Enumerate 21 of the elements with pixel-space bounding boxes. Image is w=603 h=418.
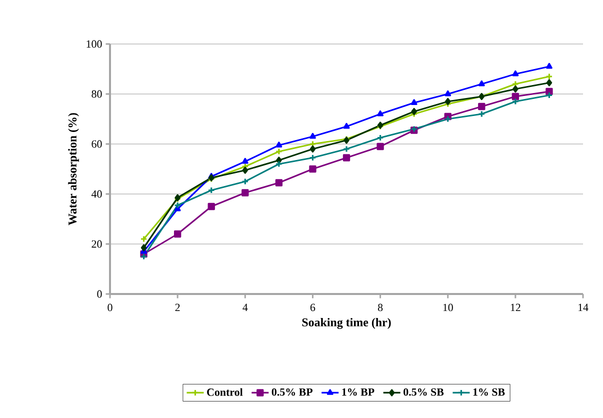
x-tick-label: 4 [242, 304, 248, 311]
legend-label: Control [207, 388, 243, 396]
x-tick-label: 14 [578, 304, 588, 311]
legend-label: 0.5% BP [272, 388, 312, 396]
legend-label: 0.5% SB [404, 388, 444, 396]
y-axis-title: Water absorption (%) [68, 113, 79, 226]
x-tick-label: 2 [175, 304, 180, 312]
y-tick-label: 0 [97, 290, 102, 298]
x-tick-label: 10 [443, 304, 453, 312]
y-tick-label: 100 [86, 40, 102, 48]
x-axis-title: Soaking time (hr) [302, 318, 391, 329]
legend-label: 1% BP [342, 388, 374, 396]
y-tick-label: 20 [92, 240, 102, 248]
y-tick-label: 40 [91, 190, 102, 198]
legend-label: 1% SB [473, 388, 505, 396]
y-tick-label: 60 [92, 140, 102, 148]
y-tick-label: 80 [92, 90, 102, 98]
x-tick-label: 6 [310, 304, 316, 312]
x-tick-label: 8 [378, 304, 383, 312]
x-tick-label: 12 [510, 304, 520, 312]
x-tick-label: 0 [108, 304, 112, 312]
